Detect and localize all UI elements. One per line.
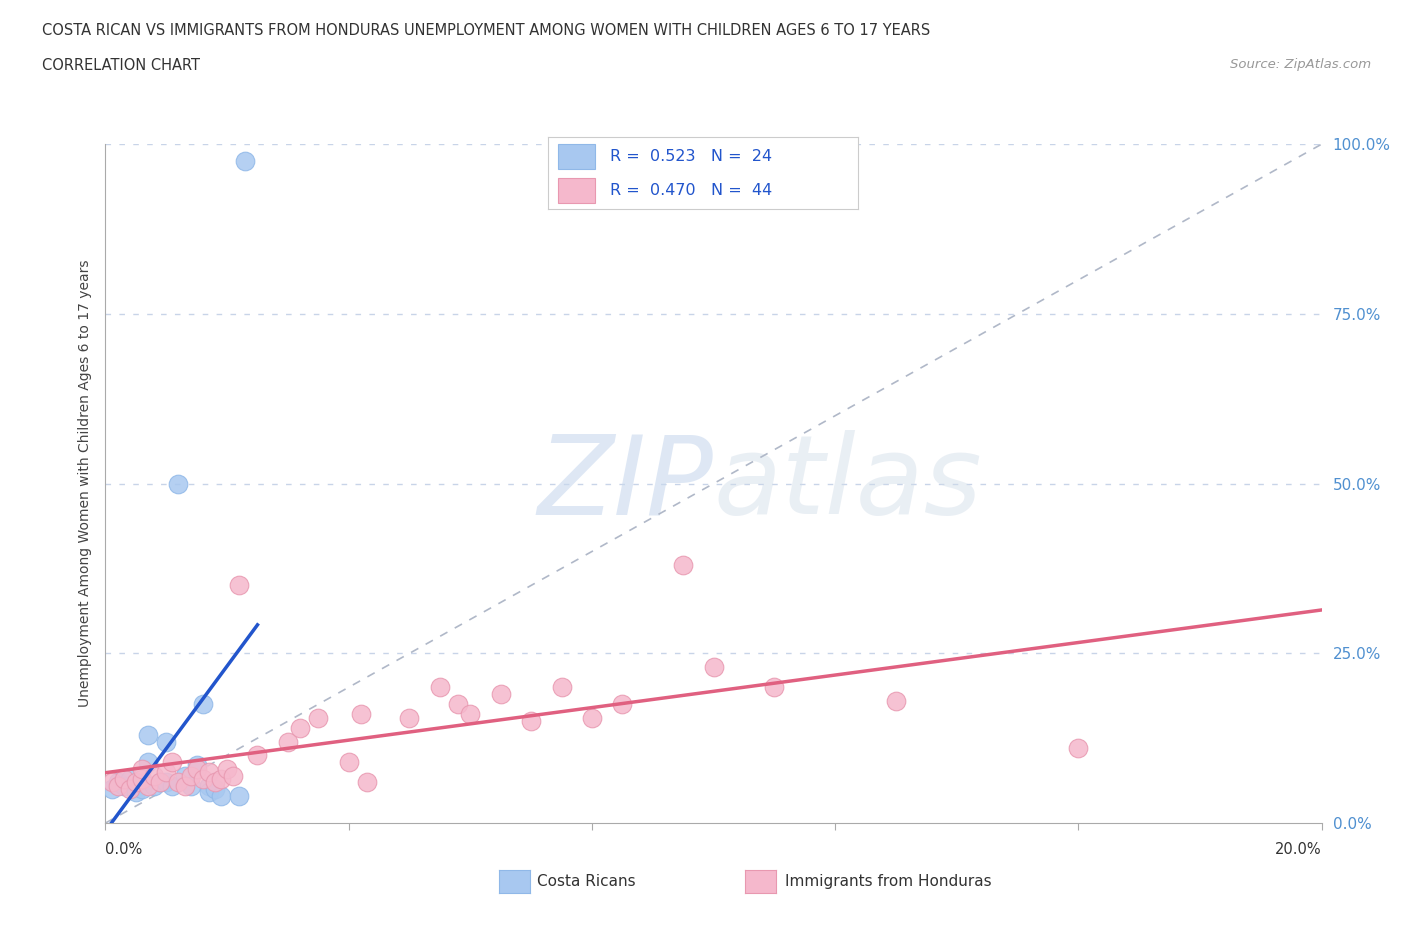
Point [307, 711, 329, 725]
Point [186, 758, 208, 773]
Text: 20.0%: 20.0% [1275, 842, 1322, 857]
Point [162, 778, 184, 793]
Point [143, 778, 166, 793]
Point [222, 768, 245, 783]
Point [612, 697, 634, 711]
Point [198, 778, 221, 793]
Point [149, 775, 172, 790]
Text: 0.0%: 0.0% [105, 842, 142, 857]
Point [204, 781, 226, 796]
Point [702, 659, 725, 674]
Point [209, 772, 232, 787]
Point [198, 764, 221, 779]
Point [167, 775, 190, 790]
Point [209, 789, 232, 804]
Point [131, 781, 153, 796]
Point [131, 762, 153, 777]
Point [173, 768, 195, 783]
Text: CORRELATION CHART: CORRELATION CHART [42, 58, 200, 73]
Point [884, 694, 907, 709]
Point [136, 754, 159, 769]
Point [217, 762, 239, 777]
Point [1067, 741, 1090, 756]
FancyBboxPatch shape [558, 144, 595, 169]
Point [191, 697, 214, 711]
Point [398, 711, 420, 725]
Point [204, 775, 226, 790]
Point [447, 697, 470, 711]
Point [173, 778, 195, 793]
Point [233, 153, 256, 168]
Point [143, 768, 166, 783]
Point [136, 727, 159, 742]
Point [100, 775, 122, 790]
Point [167, 476, 190, 491]
Point [180, 768, 202, 783]
Text: R =  0.523   N =  24: R = 0.523 N = 24 [610, 149, 772, 164]
Point [191, 772, 214, 787]
Point [288, 721, 311, 736]
Point [136, 778, 159, 793]
Point [162, 754, 184, 769]
Point [107, 775, 129, 790]
Point [125, 775, 148, 790]
Point [155, 734, 177, 749]
Point [112, 772, 135, 787]
Point [112, 778, 135, 793]
Point [131, 772, 153, 787]
Point [429, 680, 451, 695]
Point [228, 578, 250, 593]
Point [458, 707, 481, 722]
Text: R =  0.470   N =  44: R = 0.470 N = 44 [610, 183, 772, 198]
Point [118, 772, 141, 787]
Text: Source: ZipAtlas.com: Source: ZipAtlas.com [1230, 58, 1371, 71]
Point [246, 748, 269, 763]
Text: Costa Ricans: Costa Ricans [537, 874, 636, 889]
Point [155, 775, 177, 790]
Point [550, 680, 572, 695]
Point [107, 778, 129, 793]
Point [125, 785, 148, 800]
Point [186, 762, 208, 777]
Point [118, 781, 141, 796]
Point [581, 711, 603, 725]
Point [228, 789, 250, 804]
Point [277, 734, 299, 749]
Point [489, 686, 512, 701]
Point [100, 781, 122, 796]
Text: ZIP: ZIP [537, 430, 713, 538]
Point [763, 680, 786, 695]
FancyBboxPatch shape [558, 178, 595, 204]
Point [356, 775, 378, 790]
Y-axis label: Unemployment Among Women with Children Ages 6 to 17 years: Unemployment Among Women with Children A… [77, 259, 91, 708]
Text: Immigrants from Honduras: Immigrants from Honduras [785, 874, 991, 889]
Point [520, 714, 543, 729]
Text: COSTA RICAN VS IMMIGRANTS FROM HONDURAS UNEMPLOYMENT AMONG WOMEN WITH CHILDREN A: COSTA RICAN VS IMMIGRANTS FROM HONDURAS … [42, 23, 931, 38]
Point [350, 707, 373, 722]
Text: atlas: atlas [713, 430, 983, 538]
Point [155, 764, 177, 779]
Point [149, 775, 172, 790]
Point [198, 785, 221, 800]
Point [180, 778, 202, 793]
Point [672, 558, 695, 573]
Point [337, 754, 360, 769]
